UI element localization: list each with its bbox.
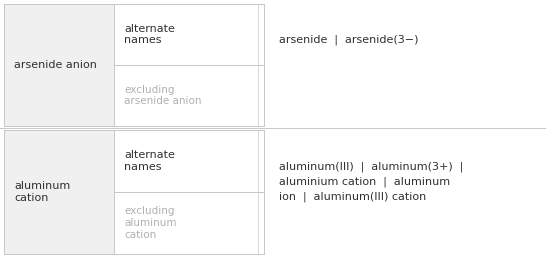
Text: arsenide anion: arsenide anion	[14, 60, 97, 70]
Bar	[114, 4, 264, 65]
Bar	[4, 4, 114, 126]
Bar	[114, 65, 264, 126]
Bar	[258, 130, 264, 254]
Text: alternate
names: alternate names	[124, 24, 175, 45]
Text: aluminum
cation: aluminum cation	[14, 181, 70, 203]
Text: aluminum(III)  |  aluminum(3+)  |
aluminium cation  |  aluminum
ion  |  aluminum: aluminum(III) | aluminum(3+) | aluminium…	[279, 161, 464, 202]
Text: alternate
names: alternate names	[124, 150, 175, 172]
Bar	[4, 4, 264, 126]
Bar	[114, 192, 264, 254]
Text: arsenide  |  arsenide(3−): arsenide | arsenide(3−)	[279, 35, 418, 45]
Text: excluding
arsenide anion: excluding arsenide anion	[124, 85, 201, 106]
Bar	[4, 130, 114, 254]
Bar	[4, 130, 264, 254]
Bar	[258, 4, 264, 126]
Bar	[114, 130, 264, 192]
Text: excluding
aluminum
cation: excluding aluminum cation	[124, 206, 176, 240]
